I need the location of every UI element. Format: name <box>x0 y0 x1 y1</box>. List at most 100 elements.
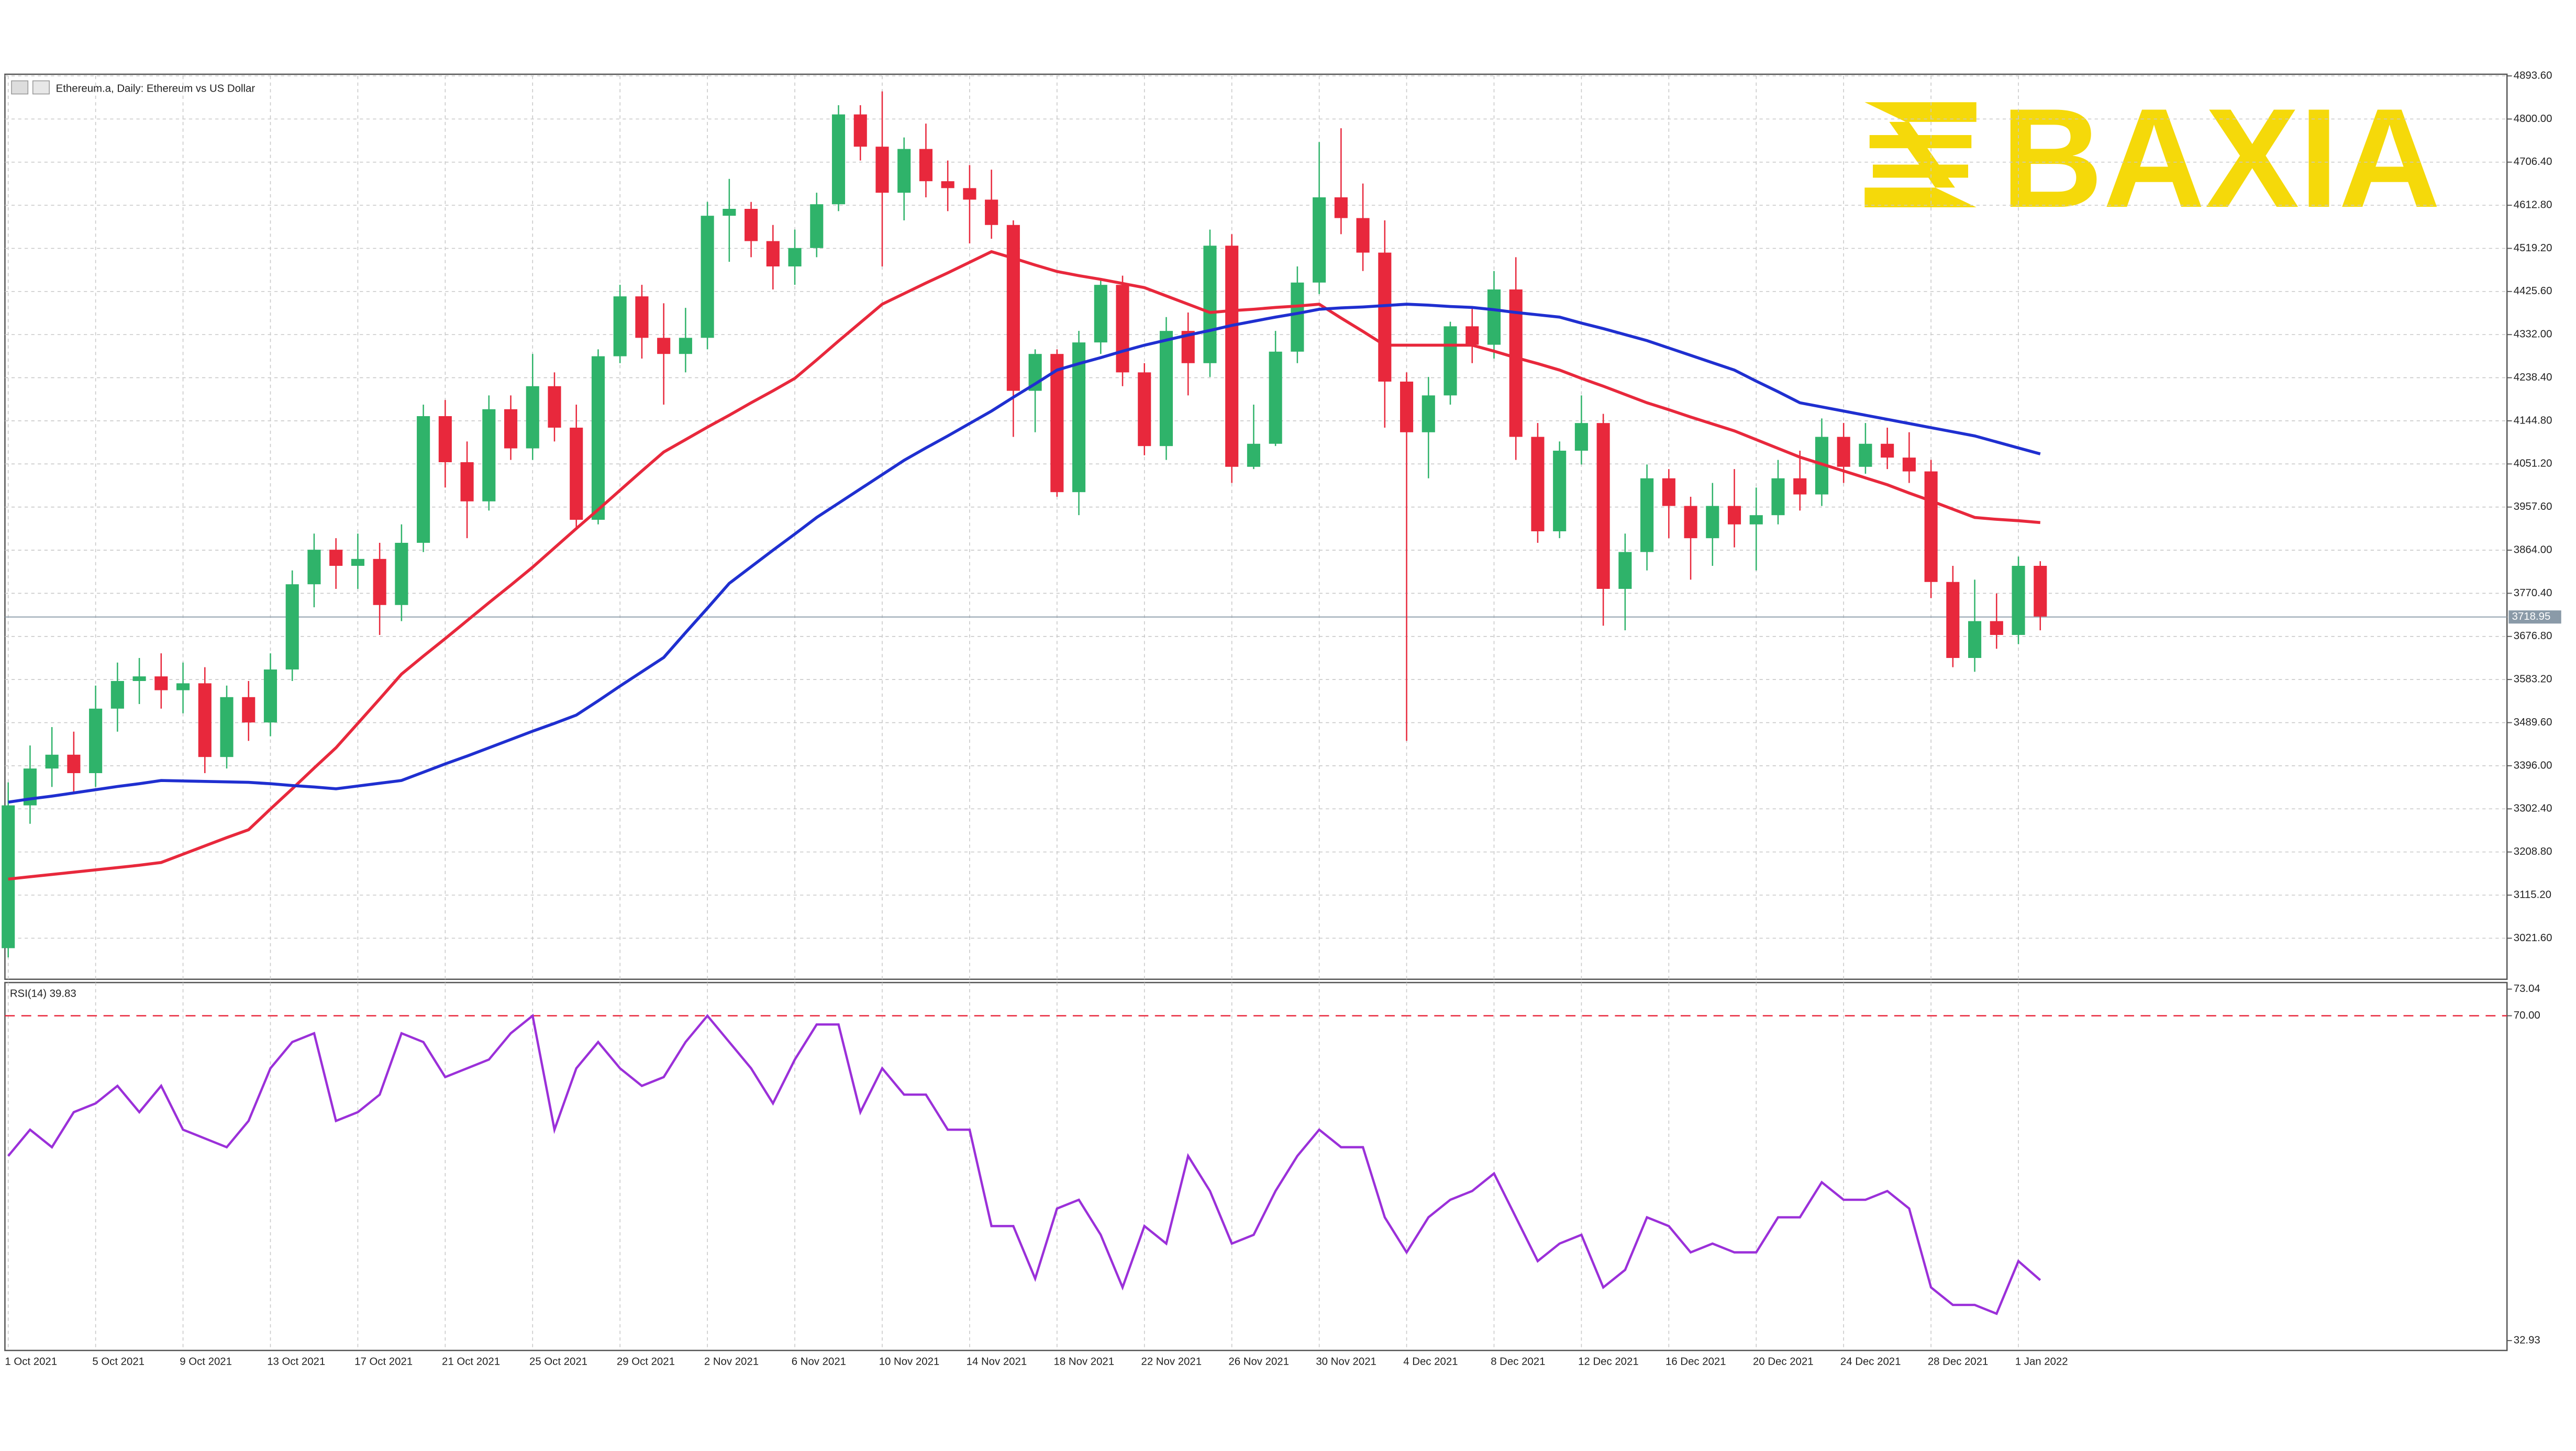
candle-body <box>1793 478 1807 495</box>
x-tick-label: 8 Dec 2021 <box>1491 1356 1545 1367</box>
y-tick-label: 3770.40 <box>2514 587 2552 599</box>
candle-body <box>919 149 932 182</box>
x-tick-label: 9 Oct 2021 <box>180 1356 232 1367</box>
candle-body <box>1247 443 1260 467</box>
candle-body <box>679 338 692 354</box>
candle-body <box>1924 471 1938 582</box>
y-tick-label: 4706.40 <box>2514 156 2552 168</box>
y-tick-label: 4893.60 <box>2514 70 2552 81</box>
y-tick-label: 3115.20 <box>2514 889 2551 900</box>
y-tick-label: 4238.40 <box>2514 372 2552 383</box>
candle-body <box>373 559 386 605</box>
x-tick-label: 12 Dec 2021 <box>1578 1356 1639 1367</box>
candle-body <box>1859 443 1872 467</box>
candle-body <box>242 697 256 723</box>
candle-body <box>985 199 998 225</box>
y-tick-label: 3489.60 <box>2514 717 2552 728</box>
candle-body <box>963 188 976 200</box>
candle-body <box>1574 423 1588 451</box>
candle-body <box>1946 582 1960 658</box>
y-tick-label: 4051.20 <box>2514 458 2552 470</box>
candle-body <box>766 241 780 266</box>
candle-body <box>788 248 802 266</box>
candle-body <box>132 676 146 681</box>
candle-body <box>1159 331 1173 447</box>
x-tick-label: 20 Dec 2021 <box>1753 1356 1814 1367</box>
logo-icon <box>1864 102 1977 122</box>
y-tick-label: 4612.80 <box>2514 199 2552 211</box>
y-tick-label: 4144.80 <box>2514 415 2552 426</box>
x-tick-label: 13 Oct 2021 <box>267 1356 325 1367</box>
candle-body <box>2034 565 2047 617</box>
candle-body <box>1225 245 1239 467</box>
candle-body <box>1596 423 1610 589</box>
candle-body <box>1706 506 1719 539</box>
candle-body <box>745 208 758 241</box>
candle-body <box>198 683 212 757</box>
candle-body <box>220 697 234 757</box>
candle-body <box>1837 437 1850 467</box>
x-tick-label: 1 Oct 2021 <box>5 1356 57 1367</box>
candle-body <box>1138 372 1151 447</box>
candle-body <box>263 669 277 723</box>
x-tick-label: 21 Oct 2021 <box>442 1356 500 1367</box>
x-tick-label: 16 Dec 2021 <box>1665 1356 1726 1367</box>
candle-body <box>1313 197 1326 283</box>
logo-icon <box>1873 164 1969 178</box>
candle-body <box>1487 289 1501 345</box>
y-tick-label: 4519.20 <box>2514 242 2552 254</box>
candle-body <box>635 296 649 338</box>
x-tick-label: 4 Dec 2021 <box>1403 1356 1458 1367</box>
moving-average-line <box>8 250 2041 881</box>
last-price-box <box>2508 610 2561 624</box>
candle-body <box>89 708 103 773</box>
y-tick-label: 3957.60 <box>2514 501 2552 512</box>
x-tick-label: 5 Oct 2021 <box>92 1356 145 1367</box>
candle-body <box>810 204 824 248</box>
candle-body <box>351 559 364 566</box>
y-tick-label: 70.00 <box>2514 1010 2540 1021</box>
x-tick-label: 10 Nov 2021 <box>879 1356 940 1367</box>
candle-body <box>1269 351 1282 444</box>
candle-body <box>1356 218 1370 253</box>
x-tick-label: 18 Nov 2021 <box>1054 1356 1115 1367</box>
candle-body <box>548 386 561 428</box>
chart-title: Ethereum.a, Daily: Ethereum vs US Dollar <box>56 83 256 95</box>
y-tick-label: 4800.00 <box>2514 113 2552 125</box>
x-tick-label: 14 Nov 2021 <box>967 1356 1027 1367</box>
candle-body <box>941 181 954 188</box>
x-tick-label: 24 Dec 2021 <box>1840 1356 1901 1367</box>
y-tick-label: 3864.00 <box>2514 544 2552 555</box>
icon <box>11 80 29 95</box>
candle-body <box>1684 506 1697 539</box>
candle-body <box>1553 450 1567 531</box>
candle-body <box>1881 443 1894 458</box>
logo: BAXIA <box>1864 80 2440 237</box>
moving-average-line <box>8 303 2041 804</box>
x-tick-label: 30 Nov 2021 <box>1316 1356 1376 1367</box>
candle-body <box>2012 565 2025 635</box>
candle-body <box>417 416 430 543</box>
x-tick-label: 29 Oct 2021 <box>617 1356 675 1367</box>
x-tick-label: 6 Nov 2021 <box>792 1356 846 1367</box>
candle-body <box>1640 478 1654 552</box>
candle-body <box>45 754 59 769</box>
candle-body <box>1618 552 1632 589</box>
y-tick-label: 3583.20 <box>2514 674 2552 685</box>
candle-body <box>1006 225 1020 391</box>
candle-body <box>1334 197 1348 218</box>
candle-body <box>1291 282 1304 352</box>
x-tick-label: 22 Nov 2021 <box>1141 1356 1202 1367</box>
candle-body <box>1749 515 1763 524</box>
y-tick-label: 3676.80 <box>2514 630 2552 642</box>
y-tick-label: 3021.60 <box>2514 932 2552 944</box>
x-tick-label: 2 Nov 2021 <box>704 1356 759 1367</box>
candle-body <box>853 114 867 147</box>
last-price-label: 3718.95 <box>2512 611 2551 622</box>
x-tick-label: 28 Dec 2021 <box>1928 1356 1989 1367</box>
rsi-line <box>7 1013 2041 1315</box>
candle-body <box>1662 478 1675 506</box>
candle-body <box>657 338 671 354</box>
candle-body <box>1422 395 1435 432</box>
